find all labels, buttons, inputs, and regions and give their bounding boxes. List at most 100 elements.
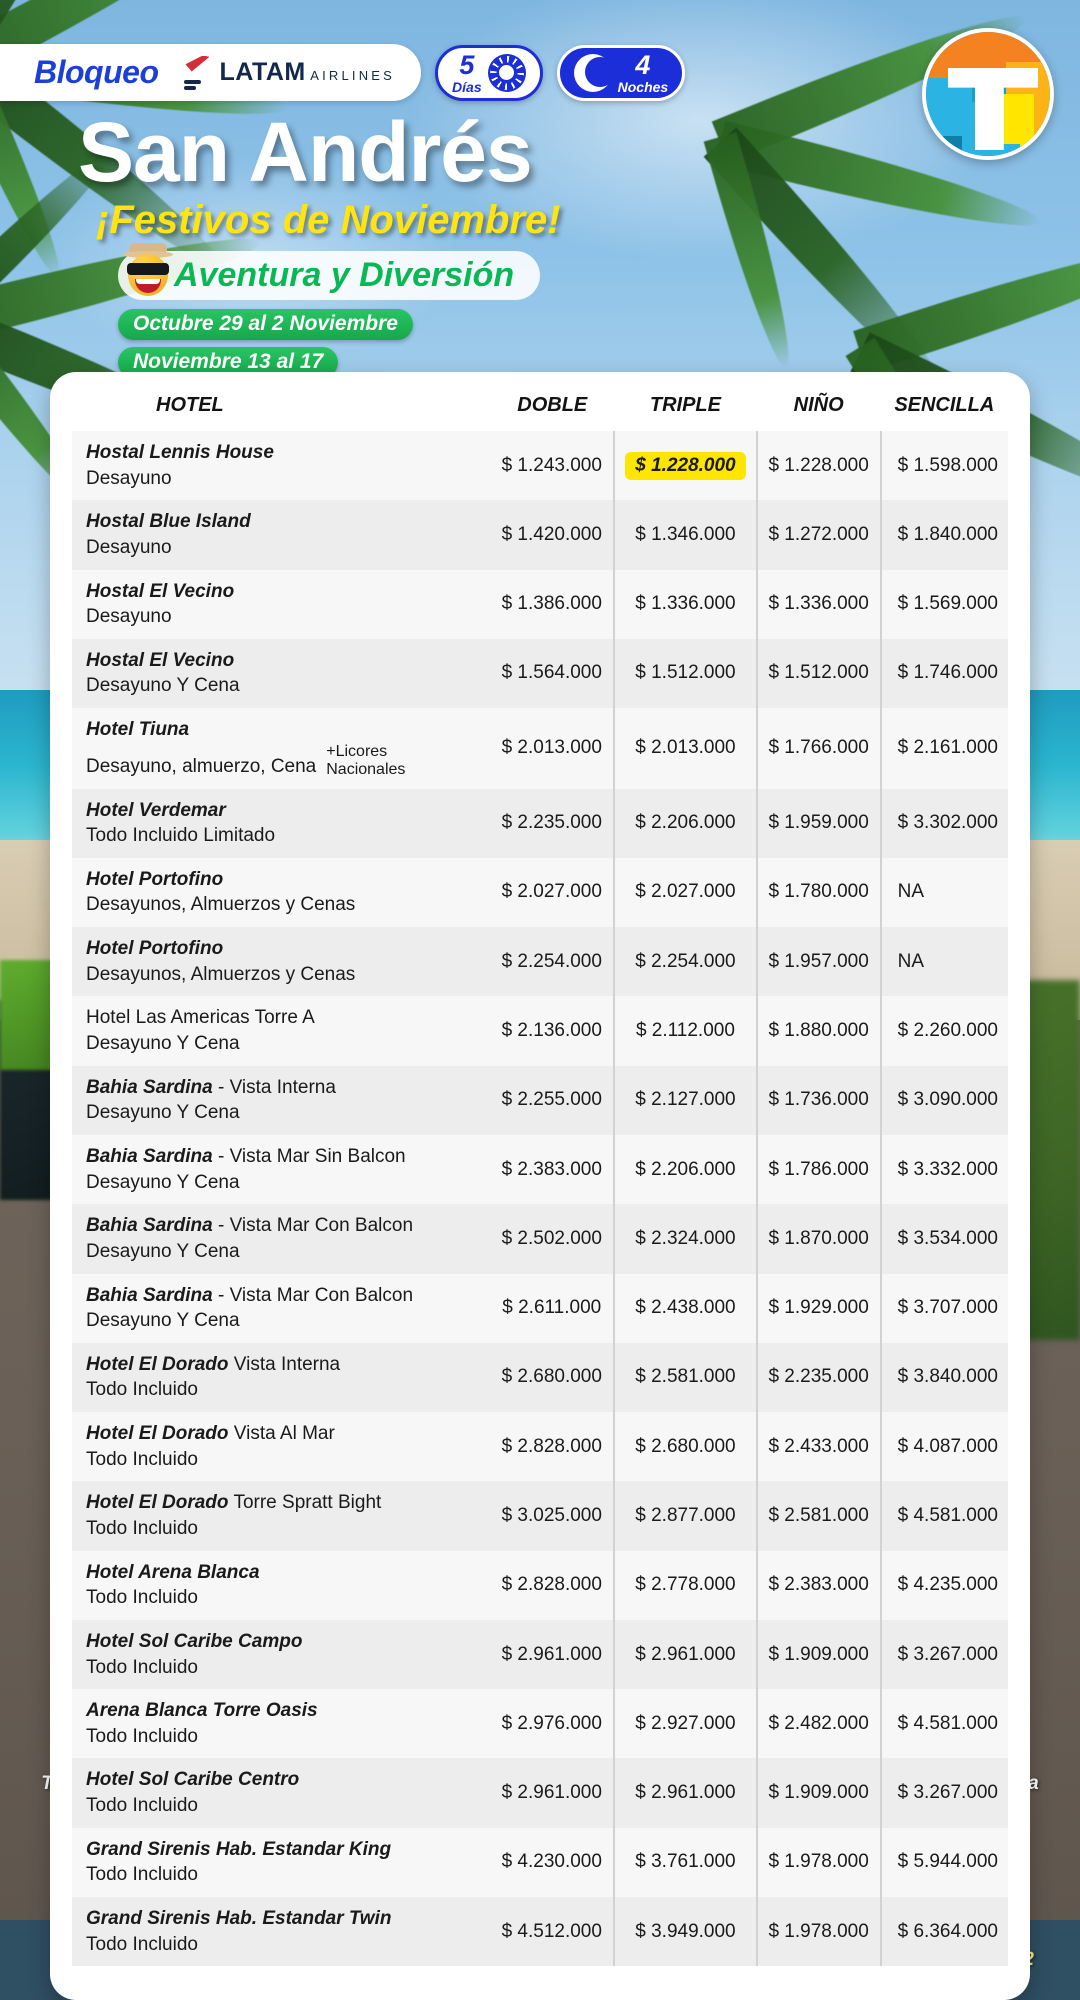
- hotel-name: Hotel Tiuna: [86, 719, 190, 741]
- sun-icon: [487, 53, 526, 92]
- hotel-meal-plan: Desayunos, Almuerzos y Cenas: [86, 963, 356, 985]
- cell-price-sencilla: $ 3.267.000: [879, 1619, 1008, 1690]
- latam-suffix: AIRLINES: [310, 68, 396, 83]
- table-row: Bahia Sardina - Vista Mar Sin Balcon Desa…: [72, 1134, 1008, 1205]
- cell-price-nino: $ 1.272.000: [755, 500, 881, 570]
- cell-hotel: Hotel Sol Caribe Campo Todo Incluido: [72, 1620, 490, 1689]
- table-row: Hostal El Vecino Desayuno Y Cena $ 1.564.0…: [72, 638, 1008, 709]
- cell-price-nino: $ 1.978.000: [755, 1897, 881, 1967]
- cell-price-nino: $ 2.482.000: [755, 1689, 881, 1759]
- nights-badge: 4 Noches: [556, 44, 686, 101]
- cell-price-nino: $ 1.880.000: [755, 996, 881, 1066]
- hotel-name: Bahia Sardina: [86, 1076, 213, 1098]
- column-header-triple: TRIPLE: [649, 394, 721, 416]
- cell-hotel: Hotel El Dorado Vista Al Mar Todo Incluid…: [72, 1412, 490, 1481]
- cell-price-doble: $ 2.976.000: [501, 1712, 602, 1734]
- hotel-name: Hotel Portofino: [86, 868, 224, 890]
- cell-price-doble: $ 2.961.000: [501, 1643, 602, 1665]
- column-header-hotel: HOTEL: [156, 394, 224, 416]
- cell-price-doble: $ 2.235.000: [501, 812, 602, 834]
- cell-hotel: Hotel Portofino Desayunos, Almuerzos y Ce…: [72, 858, 490, 927]
- cell-price-triple: $ 2.027.000: [613, 857, 757, 928]
- column-header-sencilla: SENCILLA: [894, 394, 995, 416]
- cell-price-triple: $ 1.346.000: [613, 500, 757, 570]
- cell-price-doble: $ 2.136.000: [501, 1020, 602, 1042]
- table-header: HOTEL DOBLE TRIPLE NIÑO SENCILLA: [72, 388, 1008, 431]
- cell-price-triple: $ 2.254.000: [613, 927, 757, 997]
- hotel-meal-plan: Todo Incluido: [86, 1448, 198, 1470]
- hotel-meal-plan: Todo Incluido: [86, 1725, 198, 1747]
- cell-hotel: Hotel El Dorado Torre Spratt Bight Todo I…: [72, 1481, 490, 1550]
- table-row: Bahia Sardina - Vista Interna Desayuno Y …: [72, 1065, 1008, 1135]
- cell-price-nino: $ 1.336.000: [755, 569, 881, 639]
- latam-mark-icon: [184, 55, 210, 90]
- cell-price-nino: $ 1.228.000: [755, 431, 881, 501]
- cell-hotel: Hostal El Vecino Desayuno Y Cena: [72, 639, 490, 708]
- cell-price-doble: $ 2.828.000: [501, 1574, 602, 1596]
- cell-price-doble: $ 2.611.000: [502, 1297, 602, 1319]
- hotel-meal-plan: Desayuno Y Cena: [86, 1171, 240, 1193]
- cell-price-triple: $ 2.206.000: [613, 1134, 757, 1205]
- table-row: Bahia Sardina - Vista Mar Con Balcon Desa…: [72, 1204, 1008, 1274]
- hotel-name: Bahia Sardina: [86, 1284, 213, 1306]
- cell-price-nino: $ 2.235.000: [755, 1342, 881, 1413]
- hotel-meal-plan: Todo Incluido: [86, 1656, 198, 1678]
- cell-price-nino: $ 1.786.000: [755, 1134, 881, 1205]
- cell-price-doble: $ 4.512.000: [501, 1920, 602, 1942]
- cell-price-sencilla: $ 2.161.000: [879, 708, 1008, 789]
- hotel-name: Grand Sirenis Hab. Estandar Twin: [86, 1908, 392, 1930]
- cell-price-nino: $ 1.780.000: [755, 857, 881, 928]
- cell-price-sencilla: $ 1.598.000: [879, 431, 1008, 501]
- hero-section: San Andrés ¡Festivos de Noviembre! Avent…: [0, 109, 1080, 423]
- cell-price-triple: $ 2.127.000: [613, 1065, 757, 1135]
- cell-price-sencilla: $ 6.364.000: [879, 1897, 1008, 1967]
- cell-hotel: Hostal Lennis House Desayuno: [72, 431, 490, 500]
- cell-hotel: Hotel Tiuna Desayuno, almuerzo, Cena +Lico…: [72, 708, 490, 788]
- table-row: Hotel Las Americas Torre A Desayuno Y Cen…: [72, 996, 1008, 1066]
- cell-price-nino: $ 1.959.000: [755, 788, 881, 858]
- cell-price-triple: $ 3.949.000: [613, 1897, 757, 1967]
- hotel-name: Hotel Verdemar: [86, 799, 226, 821]
- cell-price-nino: $ 1.909.000: [755, 1619, 881, 1690]
- cell-price-sencilla: $ 3.302.000: [879, 788, 1008, 858]
- cell-price-sencilla: $ 3.840.000: [879, 1342, 1008, 1413]
- days-unit: Días: [452, 78, 482, 95]
- cell-hotel: Hotel Verdemar Todo Incluido Limitado: [72, 789, 490, 858]
- cell-price-sencilla: $ 4.581.000: [879, 1689, 1008, 1759]
- cell-hotel: Bahia Sardina - Vista Mar Con Balcon Desa…: [72, 1204, 490, 1273]
- hotel-name: Hostal Lennis House: [86, 442, 274, 463]
- cell-price-sencilla: $ 3.267.000: [879, 1758, 1008, 1828]
- cell-price-doble: $ 2.027.000: [501, 881, 602, 903]
- cell-hotel: Hotel El Dorado Vista Interna Todo Inclui…: [72, 1343, 490, 1412]
- table-row: Arena Blanca Torre Oasis Todo Incluido $ 2…: [72, 1689, 1008, 1759]
- hotel-name: Arena Blanca Torre Oasis: [86, 1700, 318, 1722]
- cell-price-nino: $ 1.512.000: [755, 638, 881, 709]
- cell-price-nino: $ 1.870.000: [755, 1204, 881, 1274]
- cell-hotel: Hotel Las Americas Torre A Desayuno Y Cen…: [72, 996, 490, 1065]
- cell-price-doble: $ 4.230.000: [501, 1851, 602, 1873]
- hotel-meal-plan: Desayuno Y Cena: [86, 1240, 240, 1262]
- cell-price-doble: $ 2.828.000: [501, 1435, 602, 1457]
- date-chip: Octubre 29 al 2 Noviembre: [118, 308, 413, 340]
- cell-hotel: Grand Sirenis Hab. Estandar Twin Todo Inc…: [72, 1897, 490, 1966]
- cell-price-triple: $ 2.877.000: [613, 1481, 757, 1551]
- highlight-label: Aventura y Diversión: [174, 255, 515, 294]
- hotel-meal-plan: Todo Incluido Limitado: [86, 825, 276, 847]
- table-row: Hotel Sol Caribe Centro Todo Incluido $ 2.…: [72, 1758, 1008, 1828]
- cell-price-doble: $ 2.254.000: [501, 950, 602, 972]
- hotel-extra-note: +Licores Nacionales: [326, 742, 406, 779]
- hotel-name: Hostal El Vecino: [86, 649, 235, 671]
- cell-hotel: Hostal El Vecino Desayuno: [72, 570, 490, 639]
- bloqueo-label: Bloqueo: [34, 54, 159, 90]
- cell-hotel: Arena Blanca Torre Oasis Todo Incluido: [72, 1689, 490, 1758]
- bloqueo-airline-badge: Bloqueo LATAM AIRLINES: [0, 44, 422, 101]
- cell-price-doble: $ 3.025.000: [501, 1505, 602, 1526]
- cell-price-sencilla: $ 3.534.000: [879, 1204, 1008, 1274]
- hotel-meal-plan: Desayunos, Almuerzos y Cenas: [86, 894, 356, 916]
- header-badge-row: Bloqueo LATAM AIRLINES 5 Días 4 Noches: [0, 44, 686, 101]
- hotel-variant: - Vista Mar Con Balcon: [212, 1284, 414, 1306]
- cell-price-nino: $ 1.736.000: [755, 1065, 881, 1135]
- cell-hotel: Hotel Arena Blanca Todo Incluido: [72, 1551, 490, 1620]
- latam-name: LATAM: [219, 58, 306, 86]
- cell-price-triple: $ 2.112.000: [613, 996, 757, 1066]
